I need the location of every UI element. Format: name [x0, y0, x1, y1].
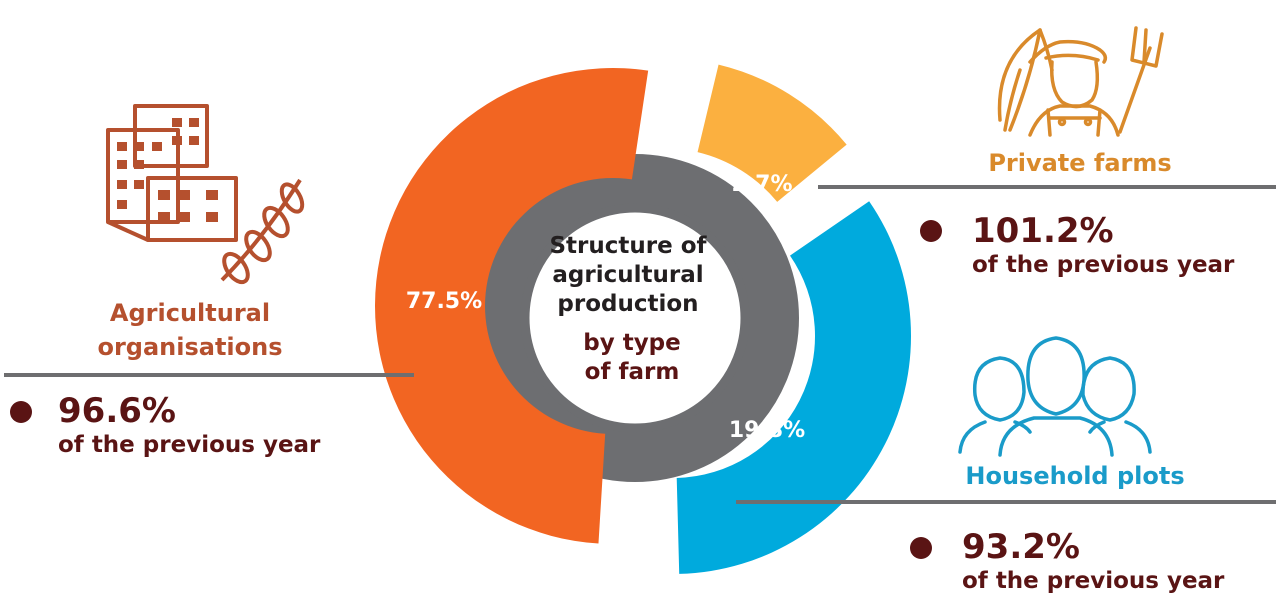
metric-household: 93.2% of the previous year — [962, 528, 1224, 596]
leader-line-household — [736, 500, 1276, 504]
agricultural-title-line-1: Agricultural — [109, 299, 271, 327]
change-value-private: 101.2% — [972, 211, 1114, 251]
agricultural-title-line-2: organisations — [97, 333, 283, 361]
center-line-1: Structure of — [549, 233, 707, 259]
household-title: Household plots — [965, 462, 1185, 490]
slice-agricultural-organisations — [375, 68, 649, 544]
center-line-4: by type — [583, 330, 681, 356]
metric-agricultural: 96.6% of the previous year — [58, 392, 320, 460]
slice-label-agricultural: 77.5% — [406, 289, 482, 314]
center-disc — [520, 203, 750, 433]
agricultural-title: Agricultural organisations — [60, 296, 320, 364]
center-line-5: of farm — [585, 359, 680, 385]
private-title: Private farms — [988, 149, 1172, 177]
people-group-icon — [958, 336, 1152, 457]
bullet-dot-household — [910, 537, 932, 559]
metric-private: 101.2% of the previous year — [972, 212, 1234, 280]
buildings-wheat-icon — [106, 104, 305, 285]
slice-household-plots — [676, 201, 912, 574]
base-ring — [471, 154, 799, 482]
slice-label-private: 2.7% — [731, 172, 792, 197]
leader-line-agricultural — [4, 373, 414, 377]
center-line-3: production — [557, 291, 698, 317]
slice-label-household: 19.8% — [729, 418, 805, 443]
bullet-dot-private — [920, 220, 942, 242]
farmer-pitchfork-icon — [997, 26, 1164, 137]
center-line-2: agricultural — [552, 262, 703, 288]
change-value-agricultural: 96.6% — [58, 391, 176, 431]
change-note-household: of the previous year — [962, 568, 1225, 594]
bullet-dot-agricultural — [10, 401, 32, 423]
change-value-household: 93.2% — [962, 527, 1080, 567]
change-note-private: of the previous year — [972, 252, 1235, 278]
change-note-agricultural: of the previous year — [58, 432, 321, 458]
slice-private-farms — [697, 64, 847, 202]
leader-line-private — [818, 185, 1276, 189]
